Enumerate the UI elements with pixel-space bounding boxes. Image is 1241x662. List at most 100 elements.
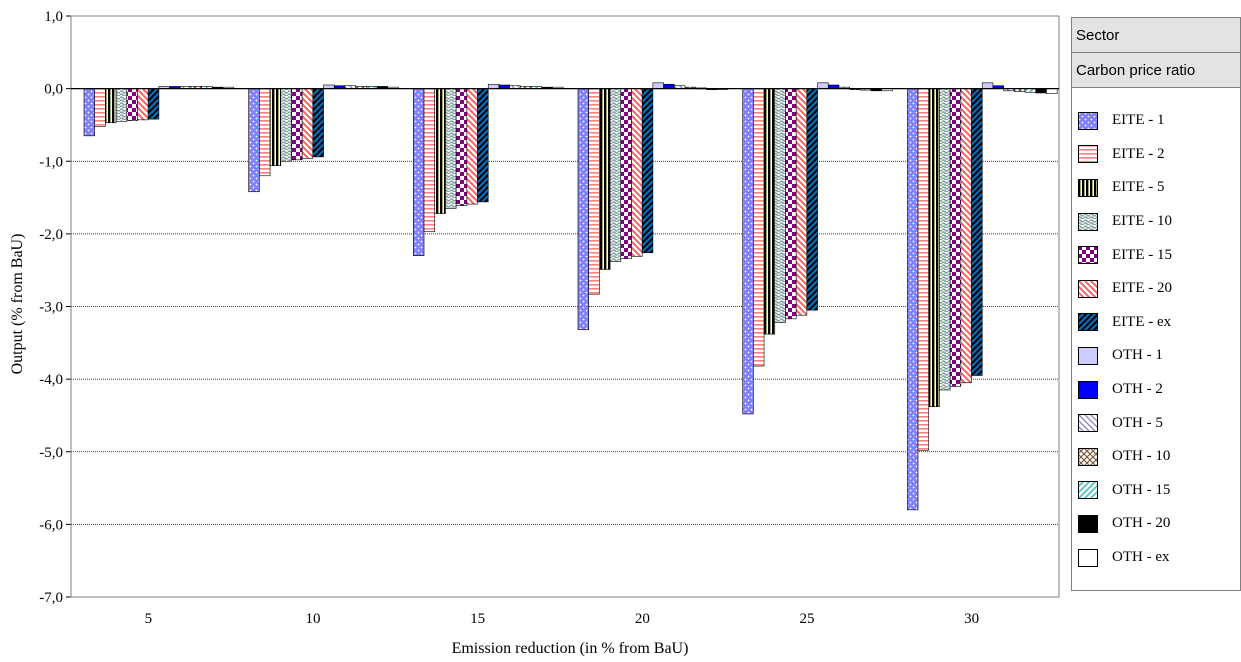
bar[interactable] bbox=[301, 88, 314, 159]
y-tick-label: 0,0 bbox=[44, 82, 63, 98]
bar[interactable] bbox=[248, 88, 260, 193]
bar[interactable] bbox=[753, 88, 765, 367]
legend-item[interactable]: EITE - 10 bbox=[1072, 205, 1240, 239]
legend-item[interactable]: OTH - 10 bbox=[1072, 440, 1240, 474]
bar[interactable] bbox=[577, 88, 589, 331]
bar[interactable] bbox=[763, 88, 776, 335]
bar[interactable] bbox=[455, 88, 468, 206]
bar[interactable] bbox=[269, 88, 282, 166]
legend-swatch bbox=[1078, 548, 1098, 567]
bar[interactable] bbox=[971, 88, 983, 376]
bar[interactable] bbox=[147, 88, 160, 120]
bar[interactable] bbox=[817, 82, 829, 89]
legend-swatch bbox=[1078, 212, 1098, 231]
legend-swatch bbox=[1078, 346, 1098, 365]
bar[interactable] bbox=[742, 88, 754, 415]
legend-swatch bbox=[1078, 313, 1098, 332]
legend-label: OTH - 10 bbox=[1112, 448, 1171, 465]
bar[interactable] bbox=[477, 88, 489, 203]
bar[interactable] bbox=[981, 82, 994, 89]
y-axis-label: Output (% from BaU) bbox=[9, 234, 26, 375]
bar[interactable] bbox=[641, 88, 654, 254]
legend-item[interactable]: OTH - 20 bbox=[1072, 507, 1240, 541]
legend-swatch bbox=[1078, 178, 1098, 197]
bar[interactable] bbox=[588, 88, 600, 295]
bar[interactable] bbox=[609, 88, 622, 262]
legend-label: OTH - 20 bbox=[1112, 515, 1171, 532]
legend-item[interactable]: OTH - 2 bbox=[1072, 373, 1240, 407]
bar[interactable] bbox=[907, 88, 919, 511]
bar[interactable] bbox=[423, 88, 436, 232]
bar[interactable] bbox=[105, 88, 117, 124]
legend-item[interactable]: EITE - 2 bbox=[1072, 138, 1240, 172]
bar[interactable] bbox=[126, 88, 138, 121]
gridlines bbox=[71, 160, 1059, 525]
legend-item[interactable]: OTH - 1 bbox=[1072, 339, 1240, 373]
legend-swatch bbox=[1078, 481, 1098, 500]
bar[interactable] bbox=[94, 88, 106, 127]
legend-label: EITE - 2 bbox=[1112, 145, 1165, 162]
x-tick-label: 5 bbox=[145, 611, 153, 627]
y-tick-label: -2,0 bbox=[39, 227, 63, 243]
y-tick-label: -7,0 bbox=[39, 590, 63, 606]
x-axis-label: Emission reduction (in % from BaU) bbox=[452, 640, 689, 657]
legend-items: EITE - 1 EITE - 2 EITE - 5 EITE - 10 EITE - … bbox=[1072, 104, 1240, 574]
legend-item[interactable]: EITE - 20 bbox=[1072, 272, 1240, 306]
bar[interactable] bbox=[774, 88, 786, 323]
y-tick-label: -4,0 bbox=[39, 372, 63, 388]
bar[interactable] bbox=[1035, 88, 1047, 94]
x-tick-label: 30 bbox=[964, 611, 979, 627]
bar[interactable] bbox=[434, 88, 446, 214]
bar[interactable] bbox=[259, 88, 271, 177]
bar[interactable] bbox=[1046, 88, 1058, 95]
bar[interactable] bbox=[960, 88, 972, 384]
bar[interactable] bbox=[663, 83, 675, 89]
legend-label: EITE - 5 bbox=[1112, 179, 1165, 196]
legend-label: OTH - 1 bbox=[1112, 347, 1163, 364]
legend-item[interactable]: EITE - 1 bbox=[1072, 104, 1240, 138]
x-tick-label: 10 bbox=[306, 611, 321, 627]
legend-item[interactable]: EITE - 15 bbox=[1072, 238, 1240, 272]
bar[interactable] bbox=[280, 88, 292, 162]
legend-swatch bbox=[1078, 514, 1098, 533]
bar[interactable] bbox=[466, 88, 478, 205]
legend-header-sector[interactable]: Sector bbox=[1072, 18, 1240, 53]
legend-header-carbon-price-ratio[interactable]: Carbon price ratio bbox=[1072, 53, 1240, 88]
bar[interactable] bbox=[917, 88, 930, 451]
bar[interactable] bbox=[652, 82, 664, 89]
bar[interactable] bbox=[83, 88, 95, 137]
bar[interactable] bbox=[115, 88, 128, 122]
legend-item[interactable]: OTH - ex bbox=[1072, 541, 1240, 575]
y-tick-label: -1,0 bbox=[39, 154, 63, 170]
bar[interactable] bbox=[785, 88, 797, 320]
bar[interactable] bbox=[312, 88, 324, 158]
bar[interactable] bbox=[939, 88, 951, 391]
y-tick-label: -3,0 bbox=[39, 300, 63, 316]
bar[interactable] bbox=[620, 88, 632, 259]
legend: Sector Carbon price ratio EITE - 1 EITE -… bbox=[1071, 17, 1241, 591]
legend-swatch bbox=[1078, 279, 1098, 298]
legend-item[interactable]: OTH - 5 bbox=[1072, 406, 1240, 440]
x-tick-label: 15 bbox=[470, 611, 485, 627]
bar[interactable] bbox=[291, 88, 303, 161]
bar[interactable] bbox=[137, 88, 149, 121]
bar[interactable] bbox=[631, 88, 643, 257]
legend-swatch bbox=[1078, 111, 1098, 130]
bar[interactable] bbox=[599, 88, 611, 270]
bar[interactable] bbox=[806, 88, 818, 311]
legend-item[interactable]: EITE - 5 bbox=[1072, 171, 1240, 205]
legend-item[interactable]: EITE - ex bbox=[1072, 306, 1240, 340]
bar[interactable] bbox=[795, 88, 808, 316]
legend-swatch bbox=[1078, 246, 1098, 265]
bar[interactable] bbox=[949, 88, 962, 387]
bar[interactable] bbox=[928, 88, 940, 408]
legend-item[interactable]: OTH - 15 bbox=[1072, 474, 1240, 508]
legend-label: EITE - 10 bbox=[1112, 213, 1172, 230]
bar[interactable] bbox=[445, 88, 457, 209]
legend-label: EITE - 15 bbox=[1112, 246, 1172, 263]
bar[interactable] bbox=[487, 83, 500, 89]
legend-swatch bbox=[1078, 414, 1098, 433]
bar[interactable] bbox=[413, 88, 425, 256]
